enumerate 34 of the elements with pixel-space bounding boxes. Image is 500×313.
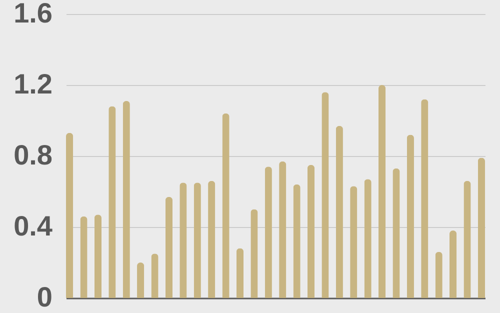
y-tick-label: 0.8 [14, 140, 52, 170]
bar [464, 180, 471, 298]
bar [364, 179, 372, 298]
bar [435, 252, 442, 298]
bar [165, 196, 173, 298]
bar [293, 184, 300, 298]
bar [392, 168, 400, 298]
bar [378, 85, 386, 298]
bar [421, 99, 428, 298]
bar [478, 158, 485, 298]
bar [406, 134, 414, 298]
bar [194, 182, 201, 298]
bar [108, 106, 116, 298]
y-tick-label: 1.2 [14, 68, 52, 100]
bar [449, 230, 457, 298]
bar [236, 248, 244, 298]
bar [80, 216, 88, 298]
bar [122, 100, 130, 298]
bar [222, 113, 230, 298]
bar [66, 132, 74, 298]
bar [307, 164, 315, 298]
bar [94, 214, 102, 298]
bar [279, 161, 286, 298]
bar [208, 180, 216, 298]
bar [350, 186, 358, 298]
y-tick-label: 0 [36, 282, 52, 312]
bar [151, 254, 158, 298]
bar [322, 92, 329, 298]
bar [336, 126, 343, 298]
bar [250, 209, 258, 298]
y-tick-label: 0.4 [14, 210, 53, 242]
y-tick-label: 1.6 [14, 0, 52, 28]
bar [264, 166, 272, 298]
bar [180, 182, 187, 298]
